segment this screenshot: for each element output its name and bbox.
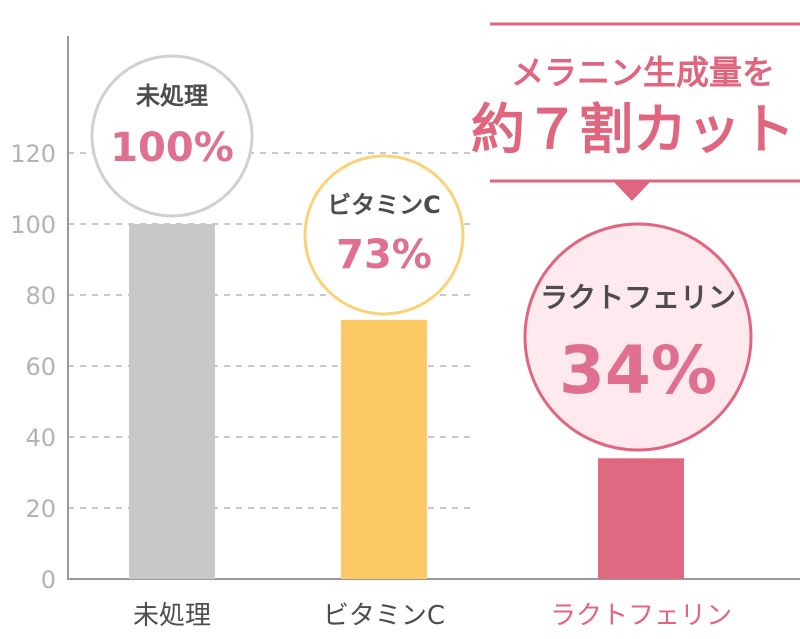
callout-value-2: 34% (559, 332, 717, 409)
callout-0: 未処理 100% (90, 54, 254, 218)
callout-name-1: ビタミンC (327, 191, 441, 219)
headline-line1: メラニン生成量を (511, 53, 775, 92)
callout-value-1: 73% (336, 232, 432, 278)
callout-circle-2 (523, 222, 753, 452)
x-tick-label-2: ラクトフェリン (550, 601, 732, 631)
callout-name-2: ラクトフェリン (540, 281, 736, 314)
bar-0-c- (129, 224, 215, 579)
headline-callout: メラニン生成量を 約７割カット (471, 22, 800, 201)
x-tick-label-0: 未処理 (133, 601, 211, 631)
bar-2-c- (598, 458, 684, 579)
callout-name-0: 未処理 (136, 82, 208, 110)
x-tick-label-1: ビタミンC (323, 601, 445, 631)
y-tick-label-60: 60 (25, 353, 56, 381)
headline-line2: 約７割カット (471, 98, 795, 161)
y-tick-label-20: 20 (25, 495, 56, 523)
callout-value-0: 100% (110, 125, 234, 171)
y-tick-label-80: 80 (25, 282, 56, 310)
callout-2: ラクトフェリン 34% (523, 222, 753, 452)
y-axis-ticks: 0 20 40 60 80 100 120 (10, 140, 56, 594)
y-tick-label-100: 100 (10, 211, 56, 239)
callout-circle-0 (90, 54, 254, 218)
callout-circle-1 (303, 154, 465, 316)
value-callouts: 未処理 100% ビタミンC 73% ラクトフェリン 34% (90, 54, 753, 452)
category-labels: 未処理 ビタミンC ラクトフェリン (133, 601, 732, 631)
y-tick-label-40: 40 (25, 424, 56, 452)
callout-1: ビタミンC 73% (303, 154, 465, 316)
y-tick-label-120: 120 (10, 140, 56, 168)
bars (129, 224, 684, 579)
headline-pointer (613, 181, 651, 201)
bar-1-c-C (341, 319, 427, 579)
y-tick-label-0: 0 (41, 566, 56, 594)
